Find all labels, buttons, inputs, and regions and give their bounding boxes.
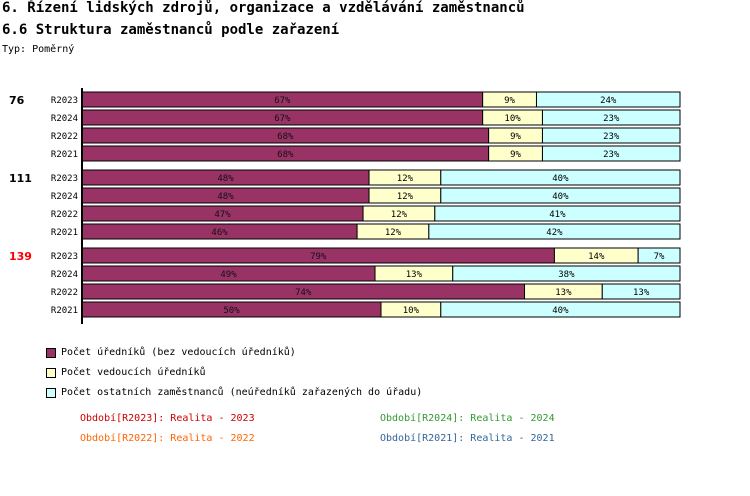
bar-segment-others: [440, 169, 681, 186]
bar-label-managers: 10%: [403, 306, 420, 316]
legend-label-managers: Počet vedoucích úředníků: [61, 367, 206, 378]
bar-label-officials: 67%: [274, 96, 291, 106]
legend-swatch-managers: [46, 367, 56, 378]
row-period-label: R2024: [51, 270, 78, 280]
row-period-label: R2022: [51, 288, 78, 298]
bar-segment-others: [428, 223, 681, 240]
page-title: 6. Řízení lidských zdrojů, organizace a …: [2, 0, 525, 16]
row-period-label: R2024: [51, 114, 78, 124]
legend-label-officials: Počet úředníků (bez vedoucích úředníků): [61, 347, 296, 358]
legend-item-others: Počet ostatních zaměstnanců (neúředníků …: [46, 387, 422, 398]
row-period-label: R2021: [51, 306, 78, 316]
bar-segment-others: [440, 187, 681, 204]
period-note-2023: Období[R2023]: Realita - 2023: [80, 413, 255, 424]
bar-label-officials: 50%: [223, 306, 240, 316]
bar-label-officials: 48%: [217, 174, 234, 184]
chart-type-label: Typ: Poměrný: [2, 44, 75, 55]
chart-subtitle: 6.6 Struktura zaměstnanců podle zařazení: [2, 22, 340, 38]
bar-label-managers: 14%: [588, 252, 605, 262]
bar-label-others: 23%: [603, 132, 620, 142]
bar-label-officials: 47%: [214, 210, 231, 220]
bar-label-officials: 46%: [211, 228, 228, 238]
legend-swatch-officials: [46, 347, 56, 358]
bar-label-managers: 13%: [406, 270, 423, 280]
group-label: 76: [9, 94, 25, 107]
stacked-bar-chart: 76 R2023 67% 9% 24% R2024 67% 10% 23% R2022 68% 9% 2…: [9, 88, 681, 324]
bar-label-officials: 48%: [217, 192, 234, 202]
bar-label-officials: 68%: [277, 132, 294, 142]
period-note-2024: Období[R2024]: Realita - 2024: [380, 413, 555, 424]
legend-swatch-others: [46, 387, 56, 398]
bar-segment-others: [541, 145, 681, 162]
row-period-label: R2021: [51, 150, 78, 160]
bar-segment-others: [541, 109, 681, 126]
bar-label-managers: 10%: [504, 114, 521, 124]
bar-label-managers: 9%: [510, 150, 521, 160]
bar-label-managers: 12%: [397, 174, 414, 184]
bar-label-managers: 9%: [510, 132, 521, 142]
row-period-label: R2023: [51, 174, 78, 184]
group-label: 111: [9, 172, 32, 185]
bar-label-managers: 12%: [385, 228, 402, 238]
bar-segment-others: [440, 301, 681, 318]
legend-label-others: Počet ostatních zaměstnanců (neúředníků …: [61, 387, 423, 398]
bar-label-managers: 9%: [504, 96, 515, 106]
bar-label-others: 40%: [552, 306, 569, 316]
legend-item-officials: Počet úředníků (bez vedoucích úředníků): [46, 347, 296, 358]
bar-segment-others: [535, 91, 681, 108]
period-note-2021: Období[R2021]: Realita - 2021: [380, 433, 555, 444]
bar-segment-others: [541, 127, 681, 144]
group-label: 139: [9, 250, 32, 263]
row-period-label: R2023: [51, 252, 78, 262]
bar-segment-others: [601, 283, 681, 300]
bar-segment-others: [637, 247, 681, 264]
row-period-label: R2023: [51, 96, 78, 106]
bar-label-others: 40%: [552, 174, 569, 184]
bar-label-others: 41%: [549, 210, 566, 220]
bar-label-others: 23%: [603, 114, 620, 124]
bar-label-others: 13%: [633, 288, 650, 298]
row-period-label: R2022: [51, 132, 78, 142]
bar-label-managers: 12%: [397, 192, 414, 202]
bar-label-officials: 74%: [295, 288, 312, 298]
bar-label-others: 24%: [600, 96, 617, 106]
bar-label-others: 40%: [552, 192, 569, 202]
bar-label-others: 42%: [546, 228, 563, 238]
period-note-2022: Období[R2022]: Realita - 2022: [80, 433, 255, 444]
bar-label-officials: 68%: [277, 150, 294, 160]
bar-label-managers: 12%: [391, 210, 408, 220]
row-period-label: R2021: [51, 228, 78, 238]
legend-item-managers: Počet vedoucích úředníků: [46, 367, 206, 378]
row-period-label: R2024: [51, 192, 78, 202]
bar-segment-others: [434, 205, 681, 222]
row-period-label: R2022: [51, 210, 78, 220]
bar-segment-others: [452, 265, 681, 282]
bar-label-others: 23%: [603, 150, 620, 160]
bar-label-officials: 67%: [274, 114, 291, 124]
bar-label-managers: 13%: [555, 288, 572, 298]
bar-label-others: 38%: [558, 270, 575, 280]
bar-label-officials: 79%: [310, 252, 327, 262]
bar-label-officials: 49%: [220, 270, 237, 280]
bar-label-others: 7%: [654, 252, 665, 262]
